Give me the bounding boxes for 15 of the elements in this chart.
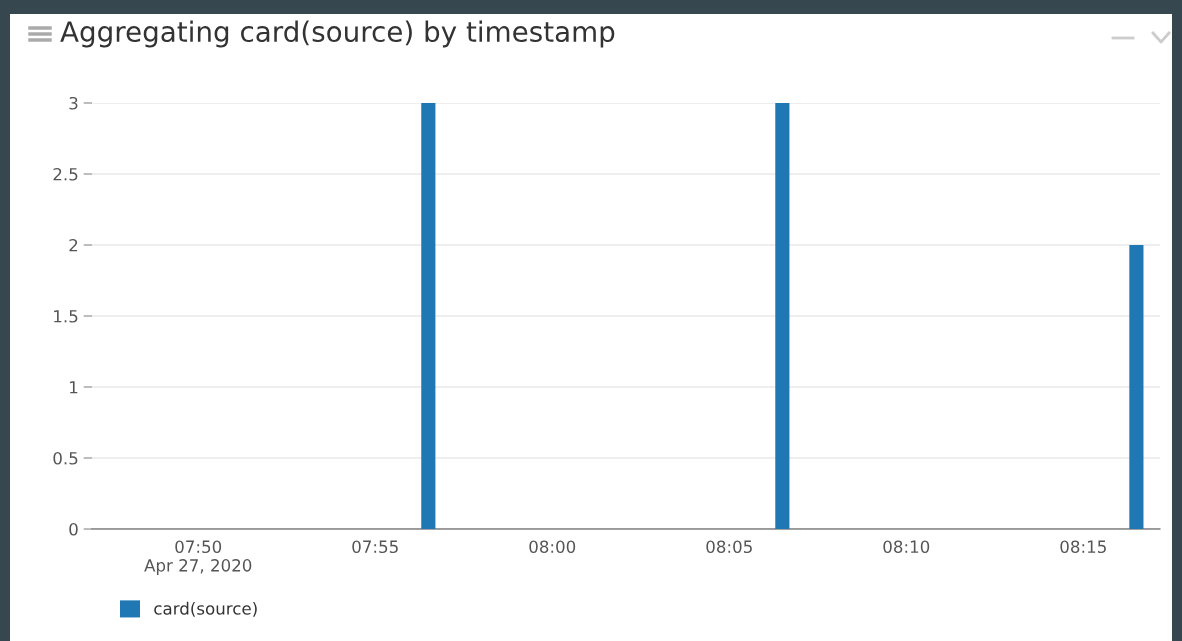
x-tick-label: 08:00 — [529, 540, 576, 554]
y-tick-label: 1.5 — [54, 310, 78, 323]
y-tick-label: 0 — [69, 522, 78, 536]
y-tick-label: 1 — [70, 381, 78, 394]
x-tick-label: 07:50 Apr 27, 2020 — [144, 540, 252, 575]
y-tick-label: 3 — [69, 96, 78, 110]
legend-label: card(source) — [154, 601, 257, 617]
chart-title: Aggregating card(source) by timestamp — [60, 20, 615, 48]
x-tick-label: 08:10 — [883, 540, 930, 554]
y-tick-label: 2 — [69, 238, 78, 252]
x-tick-label: 08:15 — [1060, 540, 1106, 554]
y-tick-label: 2.5 — [53, 167, 78, 181]
y-tick-label: 0.5 — [53, 451, 78, 465]
x-tick-label: 08:05 — [706, 540, 752, 554]
x-tick-label: 07:55 — [352, 540, 398, 554]
